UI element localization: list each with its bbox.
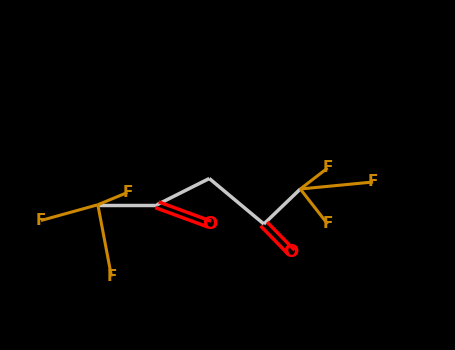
Text: F: F bbox=[323, 161, 333, 175]
Text: F: F bbox=[36, 213, 46, 228]
Text: F: F bbox=[323, 217, 333, 231]
Text: O: O bbox=[283, 243, 299, 261]
Text: F: F bbox=[106, 269, 116, 284]
Text: F: F bbox=[368, 175, 378, 189]
Text: F: F bbox=[122, 185, 132, 200]
Text: O: O bbox=[202, 215, 217, 233]
